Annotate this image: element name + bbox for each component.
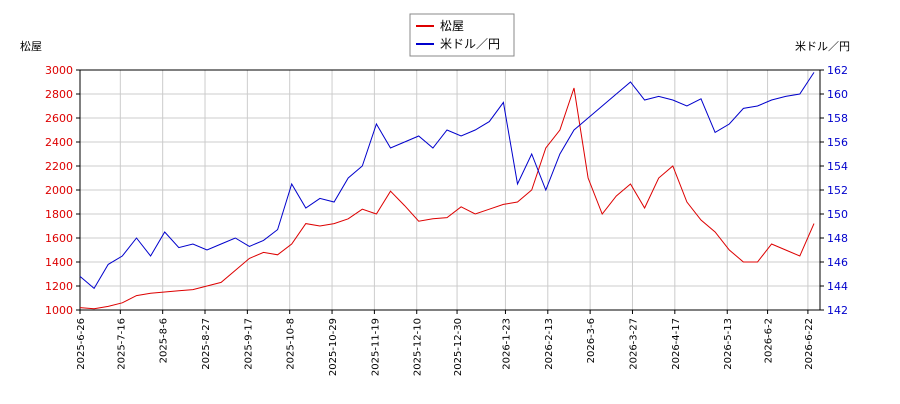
y2-tick-label: 146 [827, 256, 848, 269]
y2-axis-title: 米ドル／円 [795, 40, 850, 53]
x-tick-label: 2026-3-6 [586, 318, 597, 363]
y-tick-label: 1600 [45, 232, 73, 245]
x-tick-label: 2026-1-23 [501, 318, 512, 370]
x-tick-label: 2025-11-19 [370, 318, 381, 376]
x-tick-label: 2026-2-13 [544, 318, 555, 370]
x-tick-label: 2025-12-30 [453, 318, 464, 376]
y2-tick-label: 154 [827, 160, 848, 173]
y-tick-label: 2400 [45, 136, 73, 149]
y-tick-label: 2800 [45, 88, 73, 101]
y-tick-label: 1400 [45, 256, 73, 269]
x-tick-label: 2026-3-27 [628, 318, 639, 370]
y-tick-label: 3000 [45, 64, 73, 77]
y2-tick-label: 158 [827, 112, 848, 125]
y2-tick-label: 142 [827, 304, 848, 317]
x-tick-label: 2025-10-8 [286, 318, 297, 370]
y2-tick-label: 144 [827, 280, 848, 293]
series-line [79, 87, 815, 310]
x-tick-label: 2025-10-29 [328, 318, 339, 376]
x-tick-label: 2025-6-26 [76, 318, 87, 370]
y-tick-label: 2000 [45, 184, 73, 197]
plot-frame [79, 69, 821, 311]
x-tick-label: 2026-6-22 [804, 318, 815, 370]
y-tick-label: 1000 [45, 304, 73, 317]
y2-tick-label: 160 [827, 88, 848, 101]
x-tick-label: 2026-4-17 [671, 318, 682, 370]
legend-box [409, 13, 515, 57]
series-line [79, 72, 815, 290]
legend-label: 松屋 [440, 19, 464, 33]
x-tick-label: 2026-5-13 [723, 318, 734, 370]
y2-tick-label: 162 [827, 64, 848, 77]
x-tick-label: 2025-8-6 [159, 318, 170, 363]
x-tick-label: 2025-7-16 [116, 318, 127, 370]
y2-tick-label: 148 [827, 232, 848, 245]
y2-tick-label: 156 [827, 136, 848, 149]
x-tick-label: 2025-8-27 [201, 318, 212, 370]
x-tick-label: 2025-9-17 [243, 318, 254, 370]
x-tick-label: 2026-6-2 [764, 318, 775, 363]
x-tick-label: 2025-12-10 [413, 318, 424, 376]
y2-tick-label: 152 [827, 184, 848, 197]
y-axis-title: 松屋 [20, 39, 42, 53]
y-tick-label: 2200 [45, 160, 73, 173]
y-tick-label: 2600 [45, 112, 73, 125]
y2-tick-label: 150 [827, 208, 848, 221]
y-tick-label: 1200 [45, 280, 73, 293]
y-tick-label: 1800 [45, 208, 73, 221]
legend-label: 米ドル／円 [440, 37, 500, 51]
